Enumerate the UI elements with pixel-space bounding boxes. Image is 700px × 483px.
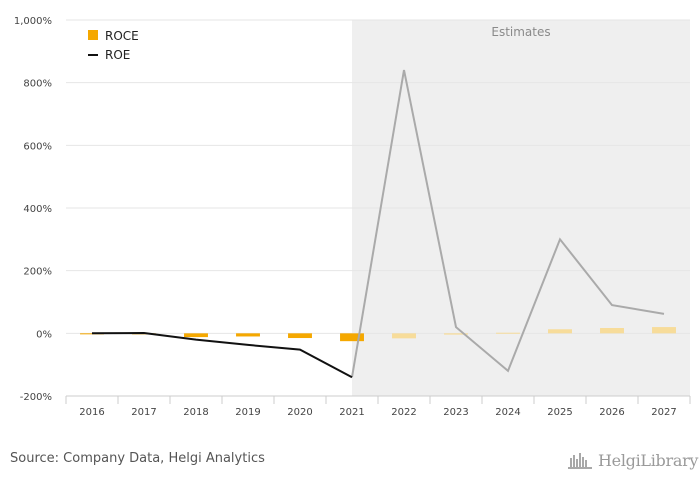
roce-bar [444,333,468,335]
x-tick-label: 2027 [651,407,676,418]
chart: Estimates -200%0%200%400%600%800%1,000% … [14,16,691,418]
x-tick-label: 2024 [495,407,520,418]
x-tick-label: 2020 [287,407,312,418]
legend-roe-label: ROE [105,48,130,62]
x-tick-label: 2018 [183,407,208,418]
roce-bar [652,327,676,334]
y-axis: -200% 0% 200% 400% 600% 800% 1,000% [14,16,52,403]
legend: ROCE ROE [88,29,139,62]
roce-bar [392,333,416,339]
legend-roce-label: ROCE [105,29,139,43]
roe-line-actual [91,331,353,379]
roce-bar [600,328,624,334]
source-note: Source: Company Data, Helgi Analytics [10,451,265,466]
x-tick-label: 2026 [599,407,624,418]
roce-bar [340,333,364,342]
library-icon [568,453,592,469]
roe-line [91,69,665,379]
y-tick-label: 800% [23,79,52,90]
estimates-label: Estimates [491,25,550,39]
roce-bar [548,329,572,334]
brand-name: HelgiLibrary [598,450,699,470]
x-tick-label: 2023 [443,407,468,418]
roce-bar [184,333,208,338]
x-tick-label: 2019 [235,407,260,418]
y-tick-label: 600% [23,141,52,152]
roce-bar [288,333,312,339]
roe-line-estimate [351,69,665,378]
x-tick-label: 2022 [391,407,416,418]
x-tick-label: 2025 [547,407,572,418]
brand-logo[interactable]: HelgiLibrary [568,448,698,472]
y-tick-label: 1,000% [14,16,52,27]
legend-roce-swatch [88,30,98,40]
y-tick-label: -200% [20,392,52,403]
roce-bar [496,332,520,334]
x-tick-label: 2021 [339,407,364,418]
y-tick-label: 400% [23,204,52,215]
roce-bar [80,333,104,335]
roce-bar [236,333,260,337]
x-tick-label: 2017 [131,407,156,418]
y-tick-label: 0% [36,329,52,340]
y-tick-label: 200% [23,267,52,278]
x-axis: 2016 2017 2018 2019 2020 2021 2022 2023 2024 2025… [65,395,691,418]
x-tick-label: 2016 [79,407,104,418]
